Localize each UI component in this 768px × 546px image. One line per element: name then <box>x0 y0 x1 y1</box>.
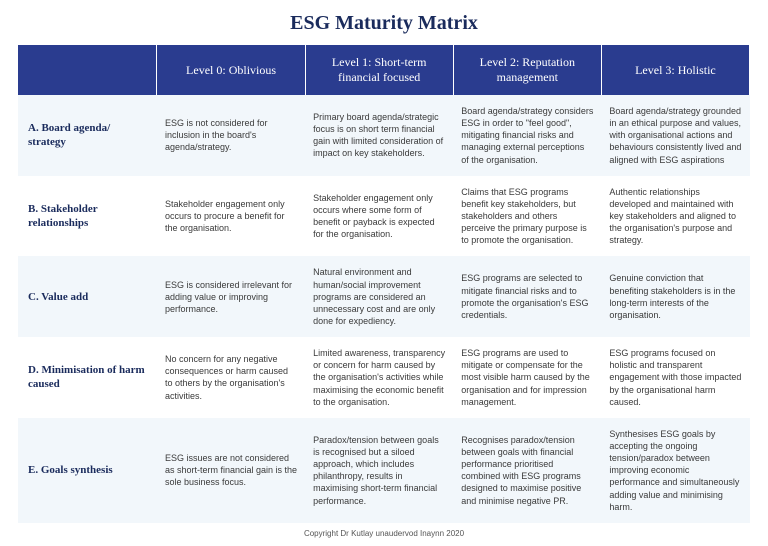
cell: Claims that ESG programs benefit key sta… <box>453 176 601 257</box>
cell: ESG issues are not considered as short-t… <box>157 418 305 523</box>
copyright-text: Copyright Dr Kutlay unaudervod Inaynn 20… <box>18 529 750 538</box>
row-label-a: A. Board agenda/ strategy <box>18 95 157 176</box>
cell: Stakeholder engagement only occurs where… <box>305 176 453 257</box>
table-row: C. Value add ESG is considered irrelevan… <box>18 256 750 337</box>
cell: Board agenda/strategy considers ESG in o… <box>453 95 601 176</box>
col-header-blank <box>18 45 157 95</box>
row-label-d: D. Minimisation of harm caused <box>18 337 157 418</box>
cell: Limited awareness, transparency or conce… <box>305 337 453 418</box>
table-row: B. Stakeholder relationships Stakeholder… <box>18 176 750 257</box>
row-label-e: E. Goals synthesis <box>18 418 157 523</box>
table-row: E. Goals synthesis ESG issues are not co… <box>18 418 750 523</box>
cell: Authentic relationships developed and ma… <box>601 176 749 257</box>
cell: Natural environment and human/social imp… <box>305 256 453 337</box>
col-header-level1: Level 1: Short-term financial focused <box>305 45 453 95</box>
cell: ESG programs focused on holistic and tra… <box>601 337 749 418</box>
row-label-b: B. Stakeholder relationships <box>18 176 157 257</box>
cell: ESG is considered irrelevant for adding … <box>157 256 305 337</box>
col-header-level2: Level 2: Reputation management <box>453 45 601 95</box>
cell: Recognises paradox/tension between goals… <box>453 418 601 523</box>
table-row: A. Board agenda/ strategy ESG is not con… <box>18 95 750 176</box>
cell: Genuine conviction that benefiting stake… <box>601 256 749 337</box>
cell: Synthesises ESG goals by accepting the o… <box>601 418 749 523</box>
col-header-level3: Level 3: Holistic <box>601 45 749 95</box>
cell: Paradox/tension between goals is recogni… <box>305 418 453 523</box>
row-label-c: C. Value add <box>18 256 157 337</box>
cell: Stakeholder engagement only occurs to pr… <box>157 176 305 257</box>
maturity-matrix-table: Level 0: Oblivious Level 1: Short-term f… <box>18 45 750 523</box>
header-row: Level 0: Oblivious Level 1: Short-term f… <box>18 45 750 95</box>
cell: ESG is not considered for inclusion in t… <box>157 95 305 176</box>
cell: ESG programs are selected to mitigate fi… <box>453 256 601 337</box>
cell: Board agenda/strategy grounded in an eth… <box>601 95 749 176</box>
table-row: D. Minimisation of harm caused No concer… <box>18 337 750 418</box>
cell: No concern for any negative consequences… <box>157 337 305 418</box>
col-header-level0: Level 0: Oblivious <box>157 45 305 95</box>
cell: Primary board agenda/strategic focus is … <box>305 95 453 176</box>
cell: ESG programs are used to mitigate or com… <box>453 337 601 418</box>
page-title: ESG Maturity Matrix <box>18 12 750 35</box>
